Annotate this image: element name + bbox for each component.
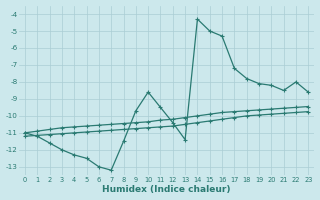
X-axis label: Humidex (Indice chaleur): Humidex (Indice chaleur) bbox=[102, 185, 231, 194]
